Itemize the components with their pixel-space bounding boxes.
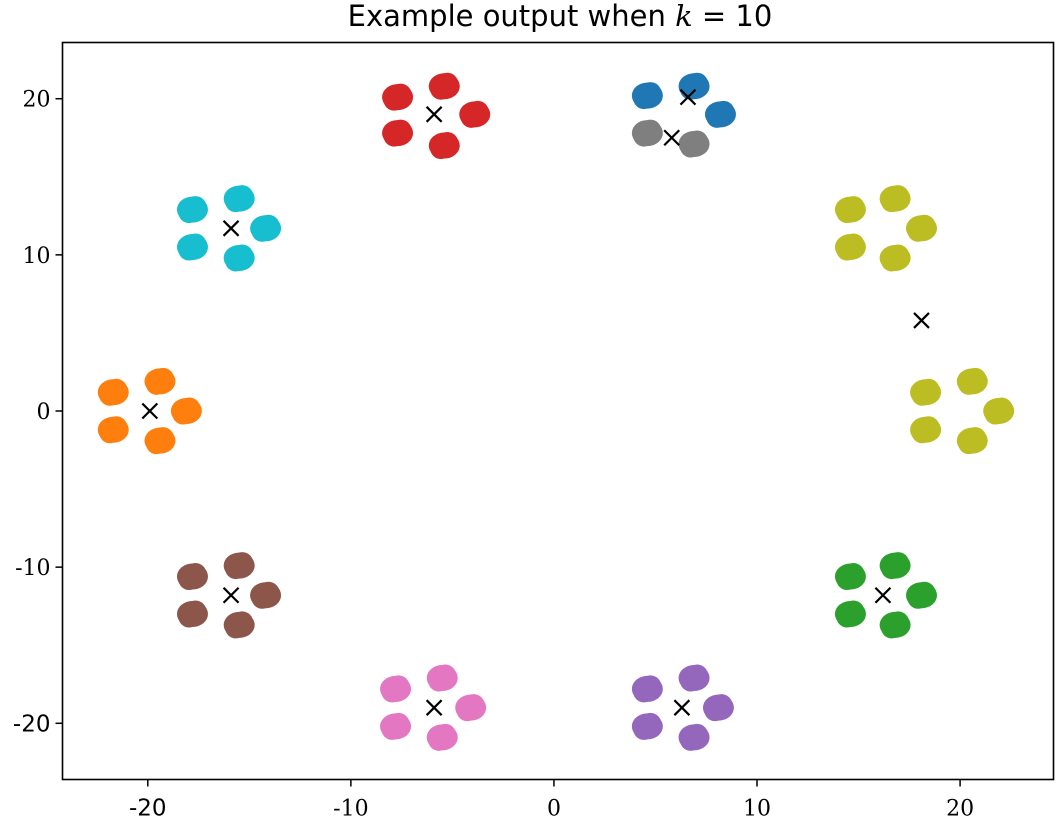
chart-title: Example output when k = 10 bbox=[348, 0, 773, 33]
cluster-point-blob bbox=[381, 718, 403, 740]
cluster-point-blob bbox=[911, 422, 933, 444]
cluster-point-blob bbox=[430, 138, 452, 160]
cluster-point-blob bbox=[836, 569, 858, 591]
cluster-point-blob bbox=[456, 700, 478, 722]
cluster-point-blob bbox=[430, 78, 452, 100]
cluster-point-blob bbox=[251, 220, 273, 242]
cluster-point-blob bbox=[680, 136, 702, 158]
y-tick-label: -10 bbox=[15, 556, 50, 581]
cluster-point-blob bbox=[907, 587, 929, 609]
x-tick-label: -10 bbox=[333, 797, 368, 822]
cluster-point-blob bbox=[99, 422, 121, 444]
cluster-point-blob bbox=[680, 670, 702, 692]
cluster-point-blob bbox=[984, 403, 1006, 425]
centroid-marker bbox=[222, 220, 240, 237]
cluster-point-blob bbox=[680, 729, 702, 751]
cluster-point-blob bbox=[704, 700, 726, 722]
cluster-series bbox=[631, 119, 710, 158]
centroid-marker bbox=[679, 88, 697, 106]
centroid-stroke bbox=[425, 699, 443, 716]
centroid-marker bbox=[141, 402, 159, 420]
centroid-marker bbox=[663, 129, 680, 147]
x-tick-label: 0 bbox=[547, 797, 561, 822]
cluster-point-blob bbox=[172, 403, 194, 425]
cluster-series bbox=[834, 185, 1015, 455]
axes: -20 -10 0 10 20 20 10 0 -10 -20 bbox=[13, 88, 974, 822]
y-tick-label: -20 bbox=[13, 711, 51, 737]
x-tick-label: 20 bbox=[946, 797, 974, 822]
cluster-series bbox=[97, 367, 202, 455]
cluster-point-blob bbox=[836, 239, 858, 261]
cluster-point-blob bbox=[145, 373, 167, 395]
cluster-point-blob bbox=[958, 373, 980, 395]
cluster-point-blob bbox=[178, 606, 200, 628]
cluster-point-blob bbox=[706, 106, 728, 128]
cluster-series bbox=[631, 664, 734, 751]
cluster-point-blob bbox=[633, 718, 655, 740]
y-tick-label: 0 bbox=[37, 400, 51, 425]
cluster-point-blob bbox=[178, 202, 200, 224]
cluster-point-blob bbox=[881, 558, 903, 580]
plot-area bbox=[97, 72, 1015, 751]
plot-frame bbox=[61, 41, 1055, 781]
cluster-point-blob bbox=[178, 569, 200, 591]
x-tick-label: -20 bbox=[129, 796, 167, 822]
cluster-point-blob bbox=[907, 220, 929, 242]
cluster-point-blob bbox=[428, 729, 450, 751]
cluster-series bbox=[380, 664, 487, 751]
x-tick-label: 10 bbox=[743, 797, 771, 822]
cluster-point-blob bbox=[633, 125, 655, 147]
centroid-stroke bbox=[663, 129, 680, 147]
centroid-marker bbox=[425, 699, 443, 716]
cluster-point-blob bbox=[383, 89, 405, 111]
cluster-point-blob bbox=[911, 384, 933, 406]
cluster-point-blob bbox=[251, 587, 273, 609]
cluster-point-blob bbox=[633, 88, 655, 110]
cluster-point-blob bbox=[836, 202, 858, 224]
cluster-point-blob bbox=[958, 433, 980, 455]
cluster-series bbox=[176, 185, 282, 272]
title-variable: k bbox=[675, 0, 693, 33]
cluster-point-blob bbox=[836, 606, 858, 628]
cluster-point-blob bbox=[881, 250, 903, 272]
title-prefix: Example output when bbox=[348, 0, 675, 33]
cluster-point-blob bbox=[225, 617, 247, 639]
y-tick-label: 20 bbox=[23, 88, 51, 113]
cluster-point-blob bbox=[633, 681, 655, 703]
centroid-marker bbox=[874, 586, 892, 604]
cluster-point-blob bbox=[460, 106, 482, 128]
cluster-point-blob bbox=[381, 681, 403, 703]
cluster-point-blob bbox=[680, 78, 702, 100]
cluster-point-blob bbox=[225, 191, 247, 213]
centroid-stroke bbox=[141, 402, 159, 420]
cluster-point-blob bbox=[178, 239, 200, 261]
cluster-series bbox=[631, 72, 736, 128]
cluster-point-blob bbox=[225, 250, 247, 272]
centroid-stroke bbox=[222, 586, 240, 604]
centroid-marker bbox=[222, 586, 240, 604]
cluster-series bbox=[834, 552, 938, 639]
centroid-stroke bbox=[222, 220, 240, 237]
y-tick-label: 10 bbox=[23, 244, 51, 269]
centroid-stroke bbox=[874, 586, 892, 604]
cluster-point-blob bbox=[145, 433, 167, 455]
cluster-series bbox=[382, 72, 491, 160]
centroid-marker bbox=[425, 106, 443, 123]
cluster-series bbox=[176, 552, 282, 639]
centroid-marker bbox=[913, 312, 930, 329]
cluster-point-blob bbox=[99, 384, 121, 406]
cluster-point-blob bbox=[383, 125, 405, 147]
cluster-point-blob bbox=[428, 670, 450, 692]
title-suffix: = 10 bbox=[693, 0, 773, 33]
cluster-point-blob bbox=[225, 558, 247, 580]
centroid-stroke bbox=[913, 312, 930, 329]
cluster-point-blob bbox=[881, 191, 903, 213]
centroid-stroke bbox=[425, 106, 443, 123]
centroid-marker bbox=[673, 699, 691, 716]
centroid-stroke bbox=[673, 699, 691, 716]
cluster-point-blob bbox=[881, 617, 903, 639]
centroid-stroke bbox=[679, 88, 697, 106]
